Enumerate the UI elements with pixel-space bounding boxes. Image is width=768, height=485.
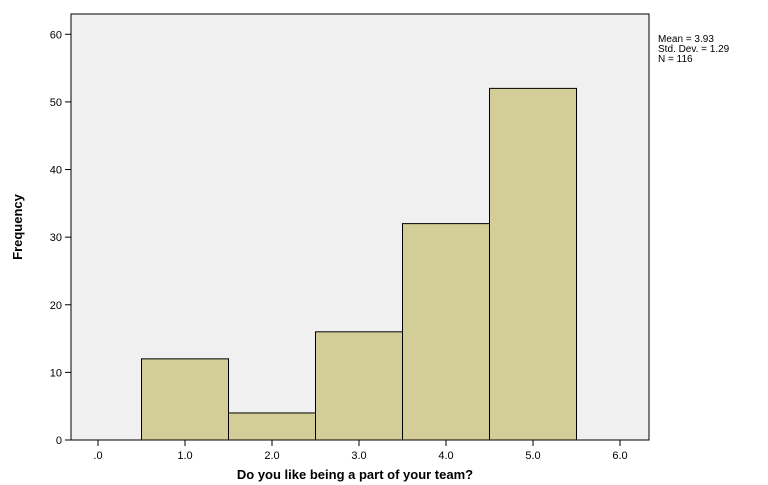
y-tick-label: 10 bbox=[50, 367, 62, 379]
stats-std-dev: Std. Dev. = 1.29 bbox=[658, 44, 730, 55]
x-tick-label: 6.0 bbox=[612, 450, 627, 462]
y-tick-label: 60 bbox=[50, 29, 62, 41]
bar-3.0 bbox=[315, 331, 403, 441]
x-tick-label: 2.0 bbox=[264, 450, 279, 462]
x-tick-label: 3.0 bbox=[351, 450, 366, 462]
bar-2.0 bbox=[228, 412, 316, 441]
y-tick-label: 30 bbox=[50, 232, 62, 244]
stats-mean: Mean = 3.93 bbox=[658, 34, 714, 45]
x-tick-label: 4.0 bbox=[438, 450, 453, 462]
y-tick-label: 20 bbox=[50, 300, 62, 312]
y-axis-label: Frequency bbox=[10, 193, 25, 260]
y-tick-label: 50 bbox=[50, 97, 62, 109]
y-tick-label: 40 bbox=[50, 165, 62, 177]
x-tick-label: 1.0 bbox=[177, 450, 192, 462]
bars-layer bbox=[141, 87, 577, 441]
x-axis-label: Do you like being a part of your team? bbox=[237, 467, 473, 482]
axes-layer: 0 10 20 30 40 50 60 .0 1.0 2.0 3.0 4.0 5.0 6.0 bbox=[50, 29, 628, 462]
bar-5.0 bbox=[489, 87, 577, 441]
bar-4.0 bbox=[402, 223, 490, 441]
x-tick-label: 5.0 bbox=[525, 450, 540, 462]
stats-box: Mean = 3.93 Std. Dev. = 1.29 N = 116 bbox=[658, 35, 729, 65]
y-tick-label: 0 bbox=[56, 435, 62, 447]
stats-n: N = 116 bbox=[658, 54, 693, 65]
x-tick-label: .0 bbox=[93, 450, 102, 462]
bar-1.0 bbox=[141, 358, 229, 441]
